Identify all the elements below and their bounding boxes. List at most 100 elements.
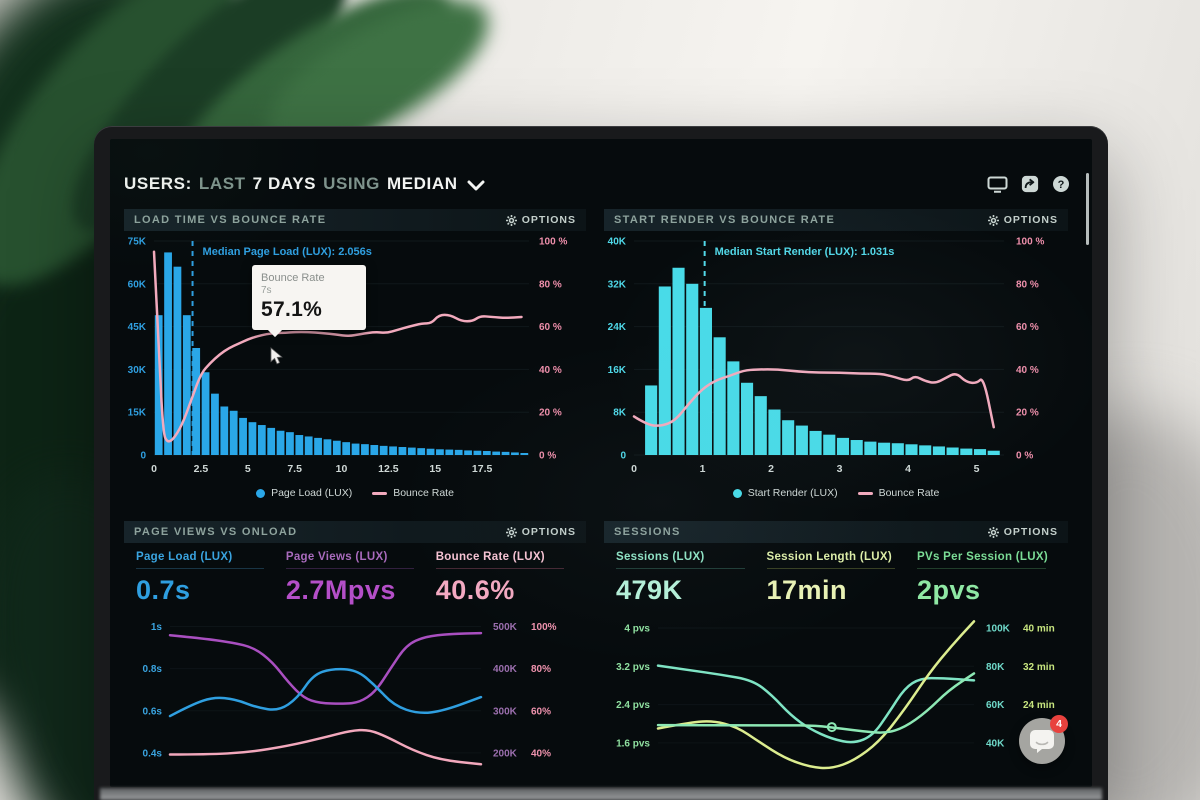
svg-text:2.5: 2.5 xyxy=(194,463,209,475)
options-button[interactable]: OPTIONS xyxy=(987,214,1058,226)
load-time-chart[interactable]: 0 0 % 15K 20 % 30K 40 % 45K 60 % 60K 80 % 75K 100 %… xyxy=(124,231,586,481)
svg-text:4: 4 xyxy=(905,463,911,475)
share-icon[interactable] xyxy=(1021,175,1039,193)
title-last: LAST xyxy=(198,174,246,193)
help-icon[interactable]: ? xyxy=(1052,175,1070,193)
title-7days: 7 DAYS xyxy=(252,174,317,193)
svg-text:0 %: 0 % xyxy=(1016,451,1033,462)
options-button[interactable]: OPTIONS xyxy=(505,214,576,226)
sessions-chart[interactable]: 1.6 pvs 40K 2.4 pvs 60K 24 min 3.2 pvs 80K 32 m… xyxy=(604,608,1068,780)
legend-item: Bounce Rate xyxy=(372,487,454,499)
svg-text:100 %: 100 % xyxy=(539,237,567,248)
scrollbar-thumb[interactable] xyxy=(1086,173,1089,245)
gear-icon xyxy=(505,214,517,226)
panel-title: START RENDER VS BOUNCE RATE xyxy=(614,214,836,226)
svg-text:500K: 500K xyxy=(493,622,518,633)
gear-icon xyxy=(505,526,517,538)
tooltip-subtitle: 7s xyxy=(261,285,272,296)
legend-line xyxy=(372,491,388,495)
svg-text:2.4 pvs: 2.4 pvs xyxy=(616,700,650,711)
svg-text:80%: 80% xyxy=(531,664,551,675)
chat-unread-badge: 4 xyxy=(1050,715,1068,733)
metric-underline xyxy=(285,568,414,569)
display-icon[interactable] xyxy=(987,176,1008,193)
svg-text:20 %: 20 % xyxy=(539,408,562,419)
svg-text:60K: 60K xyxy=(128,279,147,290)
svg-text:Median Start Render (LUX): 1.0: Median Start Render (LUX): 1.031s xyxy=(715,246,895,258)
svg-text:200K: 200K xyxy=(493,748,518,759)
page-views-chart[interactable]: 0.4s 200K 40% 0.6s 300K 60% 0.8s 400K 80% 1s 500K 1… xyxy=(124,608,586,780)
svg-text:32K: 32K xyxy=(608,279,627,290)
svg-text:40 %: 40 % xyxy=(539,365,562,376)
svg-text:60%: 60% xyxy=(531,706,551,717)
legend-dot xyxy=(256,488,266,498)
metric-label: Session Length (LUX) xyxy=(766,551,892,563)
metric-row: Page Load (LUX) 0.7s Page Views (LUX) 2.… xyxy=(124,543,586,608)
svg-text:80K: 80K xyxy=(986,662,1005,673)
svg-text:4 pvs: 4 pvs xyxy=(624,623,650,634)
svg-text:1: 1 xyxy=(700,463,706,475)
svg-text:12.5: 12.5 xyxy=(378,463,399,475)
chat-widget-button[interactable]: 4 xyxy=(1019,715,1068,764)
svg-text:5: 5 xyxy=(974,463,980,475)
page-views-chart-area: 0.4s 200K 40% 0.6s 300K 60% 0.8s 400K 80% 1s 500K 1… xyxy=(124,608,586,780)
options-button[interactable]: OPTIONS xyxy=(987,526,1058,538)
svg-text:100 %: 100 % xyxy=(1016,237,1044,248)
legend-item: Start Render (LUX) xyxy=(732,487,838,499)
chevron-down-icon[interactable] xyxy=(467,176,485,195)
panel-page-views: PAGE VIEWS VS ONLOAD OPTIONS Page Load (… xyxy=(124,521,586,780)
svg-text:40%: 40% xyxy=(531,748,551,759)
metric-underline xyxy=(616,568,745,569)
panel-title: LOAD TIME VS BOUNCE RATE xyxy=(134,214,327,226)
title-using: USING xyxy=(323,174,380,193)
metric-value: 2.7Mpvs xyxy=(285,575,396,605)
metric-session-length: Session Length (LUX) 17min xyxy=(766,551,918,606)
header-icon-group: ? xyxy=(987,175,1070,193)
svg-text:3: 3 xyxy=(837,463,843,475)
options-button[interactable]: OPTIONS xyxy=(505,526,576,538)
svg-text:0.8s: 0.8s xyxy=(143,664,163,675)
panel-title: SESSIONS xyxy=(614,526,681,538)
svg-text:40 %: 40 % xyxy=(1016,365,1039,376)
metric-sessions: Sessions (LUX) 479K xyxy=(616,551,767,606)
metric-underline xyxy=(917,568,1046,569)
panel-load-time: LOAD TIME VS BOUNCE RATE OPTIONS 0 0 % 15K… xyxy=(124,209,586,503)
svg-text:8K: 8K xyxy=(613,408,627,419)
svg-text:400K: 400K xyxy=(493,664,518,675)
legend: Page Load (LUX) Bounce Rate xyxy=(124,483,586,503)
svg-text:10: 10 xyxy=(336,463,348,475)
legend-item: Page Load (LUX) xyxy=(256,487,352,499)
mouse-cursor-icon xyxy=(270,347,284,370)
svg-text:1s: 1s xyxy=(151,622,163,633)
svg-text:80 %: 80 % xyxy=(1016,279,1039,290)
metric-label: Sessions (LUX) xyxy=(616,551,705,563)
svg-text:80 %: 80 % xyxy=(539,279,562,290)
svg-text:15K: 15K xyxy=(128,408,147,419)
chart-tooltip: Bounce Rate 7s 57.1% xyxy=(252,265,366,338)
panel-sessions-header: SESSIONS OPTIONS xyxy=(604,521,1068,543)
svg-text:32 min: 32 min xyxy=(1023,662,1055,673)
start-render-chart-area: 0 0 % 8K 20 % 16K 40 % 24K 60 % 32K 80 % 40K 100 % M… xyxy=(604,231,1068,481)
page-title: USERS: LAST 7 DAYS USING MEDIAN xyxy=(124,174,492,194)
metric-bounce-rate: Bounce Rate (LUX) 40.6% xyxy=(435,551,586,606)
svg-text:16K: 16K xyxy=(608,365,627,376)
svg-text:40K: 40K xyxy=(608,237,627,248)
svg-text:17.5: 17.5 xyxy=(472,463,493,475)
chat-bubble-icon xyxy=(1030,730,1054,753)
panel-grid: LOAD TIME VS BOUNCE RATE OPTIONS 0 0 % 15K… xyxy=(124,209,1068,780)
panel-start-render-header: START RENDER VS BOUNCE RATE OPTIONS xyxy=(604,209,1068,231)
svg-text:1.6 pvs: 1.6 pvs xyxy=(616,738,650,749)
tooltip-title: Bounce Rate xyxy=(261,272,325,284)
svg-text:0.4s: 0.4s xyxy=(143,748,163,759)
start-render-chart[interactable]: 0 0 % 8K 20 % 16K 40 % 24K 60 % 32K 80 % 40K 100 % M… xyxy=(604,231,1068,481)
svg-text:3.2 pvs: 3.2 pvs xyxy=(616,662,650,673)
laptop-hinge xyxy=(100,788,1102,800)
metric-value: 2pvs xyxy=(917,575,981,605)
svg-text:15: 15 xyxy=(429,463,441,475)
metric-pvs-per-session: PVs Per Session (LUX) 2pvs xyxy=(917,551,1068,606)
svg-text:0.6s: 0.6s xyxy=(143,706,163,717)
metric-label: Bounce Rate (LUX) xyxy=(435,551,545,563)
laptop: USERS: LAST 7 DAYS USING MEDIAN ? LOAD TIME … xyxy=(94,126,1108,800)
metric-underline xyxy=(435,568,564,569)
